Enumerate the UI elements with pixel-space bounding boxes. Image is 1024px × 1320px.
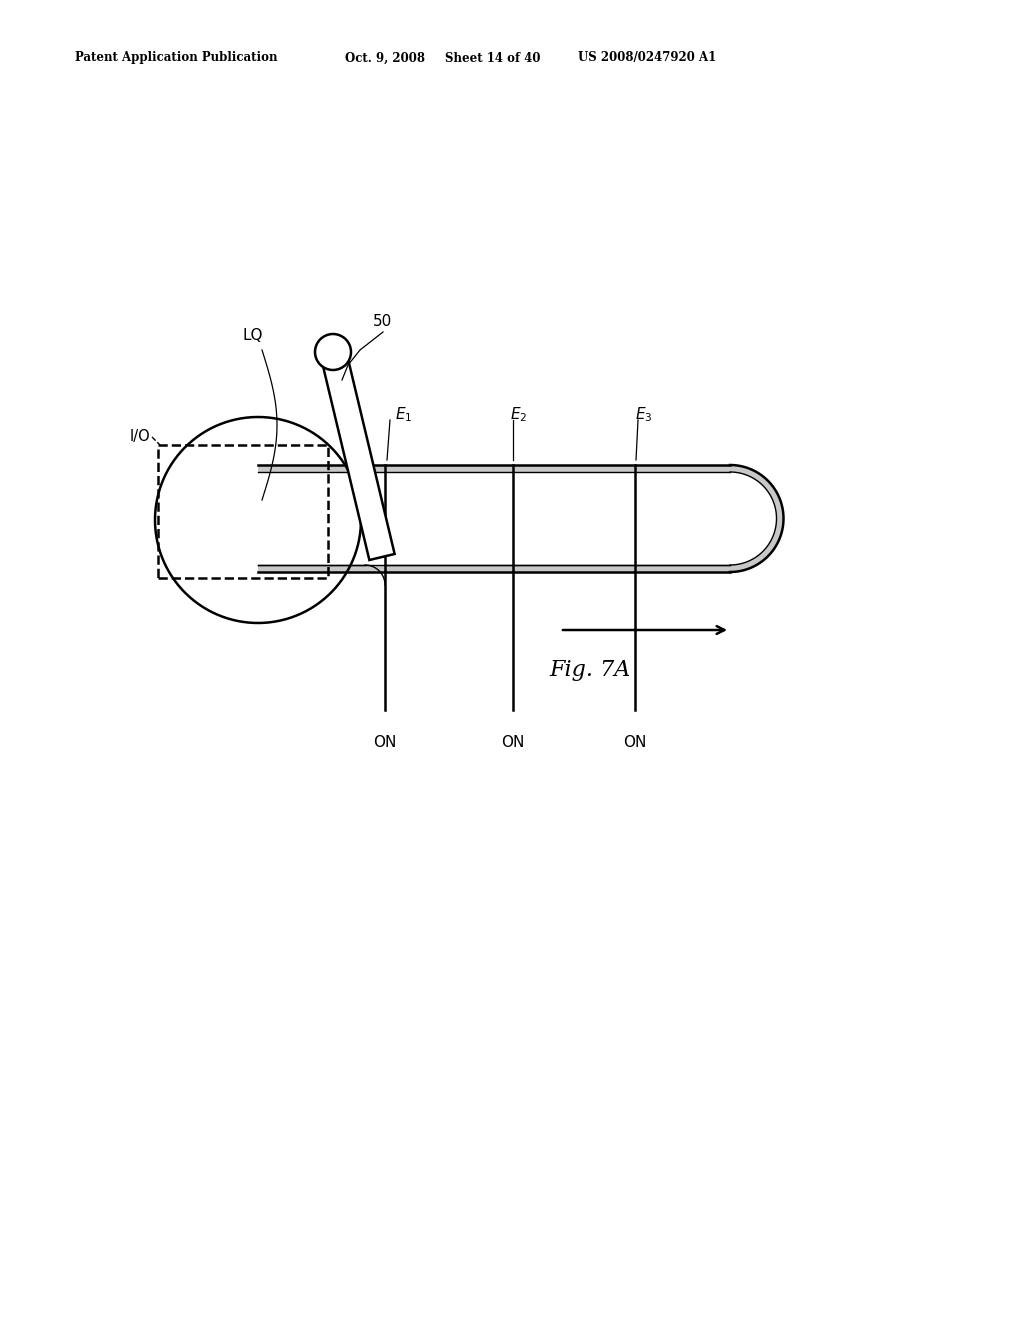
Text: $E_3$: $E_3$ bbox=[635, 405, 652, 424]
Text: Oct. 9, 2008: Oct. 9, 2008 bbox=[345, 51, 425, 65]
Text: ON: ON bbox=[502, 735, 524, 750]
Text: I/O: I/O bbox=[130, 429, 151, 445]
Text: Patent Application Publication: Patent Application Publication bbox=[75, 51, 278, 65]
Text: LQ: LQ bbox=[243, 327, 263, 342]
Text: Fig. 7A: Fig. 7A bbox=[549, 659, 631, 681]
Text: $E_2$: $E_2$ bbox=[510, 405, 527, 424]
Polygon shape bbox=[258, 465, 783, 572]
Circle shape bbox=[315, 334, 351, 370]
Bar bbox=[158, 445, 328, 578]
Text: Sheet 14 of 40: Sheet 14 of 40 bbox=[445, 51, 541, 65]
Text: $E_1$: $E_1$ bbox=[395, 405, 413, 424]
Text: US 2008/0247920 A1: US 2008/0247920 A1 bbox=[578, 51, 716, 65]
Polygon shape bbox=[258, 465, 783, 572]
Text: ON: ON bbox=[374, 735, 396, 750]
Text: ON: ON bbox=[624, 735, 647, 750]
Text: 50: 50 bbox=[374, 314, 392, 330]
Polygon shape bbox=[321, 348, 394, 560]
